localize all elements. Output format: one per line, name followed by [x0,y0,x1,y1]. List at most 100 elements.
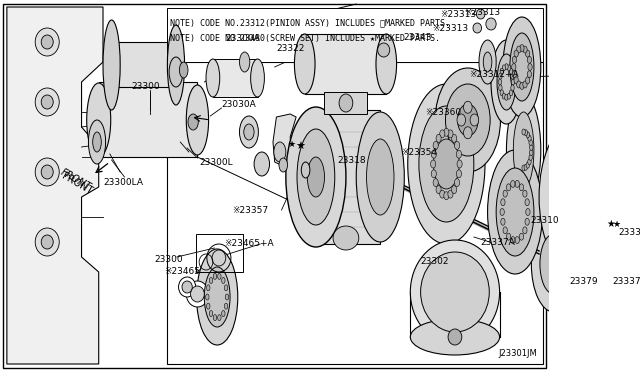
Text: ※23357: ※23357 [232,205,268,215]
Bar [99,82,197,157]
Ellipse shape [41,235,53,249]
Ellipse shape [500,68,504,74]
Ellipse shape [488,150,543,274]
Ellipse shape [286,107,346,247]
Ellipse shape [502,65,506,71]
Ellipse shape [519,184,524,191]
Ellipse shape [470,114,479,126]
Ellipse shape [525,218,529,225]
Ellipse shape [528,135,531,141]
Ellipse shape [463,101,472,113]
Ellipse shape [551,145,599,249]
Ellipse shape [169,57,183,87]
Ellipse shape [502,93,506,99]
Ellipse shape [498,79,502,85]
Text: ★: ★ [607,219,616,229]
Ellipse shape [526,162,529,168]
Ellipse shape [431,170,436,178]
Ellipse shape [454,141,460,150]
Ellipse shape [213,315,217,321]
Text: 23300: 23300 [154,256,182,264]
Ellipse shape [378,43,390,57]
Ellipse shape [523,46,527,53]
Ellipse shape [510,33,534,101]
Text: J23301JM: J23301JM [499,350,538,359]
Ellipse shape [452,134,457,142]
Text: FRONT: FRONT [59,167,92,193]
Ellipse shape [279,158,287,172]
Ellipse shape [575,238,580,246]
Ellipse shape [500,218,505,225]
Ellipse shape [41,35,53,49]
Ellipse shape [503,190,508,197]
Ellipse shape [497,54,516,110]
Ellipse shape [528,64,532,71]
Ellipse shape [516,81,521,88]
Bar [213,59,257,97]
Ellipse shape [596,238,600,246]
Ellipse shape [410,319,500,355]
Ellipse shape [506,184,511,191]
Ellipse shape [186,85,209,155]
Text: ※23313: ※23313 [440,10,476,19]
Ellipse shape [440,190,445,198]
Ellipse shape [339,94,353,112]
Ellipse shape [420,252,490,332]
Bar [111,42,176,87]
Ellipse shape [376,34,397,94]
Ellipse shape [254,152,269,176]
Text: ★: ★ [296,142,305,152]
Ellipse shape [503,227,508,234]
Ellipse shape [225,303,228,309]
Ellipse shape [93,132,101,152]
Ellipse shape [206,59,220,97]
Text: 23302: 23302 [420,257,449,266]
Ellipse shape [524,130,527,136]
Text: ※23313: ※23313 [465,7,500,16]
Ellipse shape [433,141,438,150]
Ellipse shape [35,228,60,256]
Ellipse shape [457,114,465,126]
Ellipse shape [410,240,500,344]
Ellipse shape [578,192,584,202]
Ellipse shape [508,65,511,71]
Text: 23300LA: 23300LA [104,177,143,186]
Ellipse shape [499,85,502,91]
Ellipse shape [191,286,204,302]
Ellipse shape [600,260,605,267]
Ellipse shape [511,85,514,91]
Ellipse shape [41,95,53,109]
Ellipse shape [182,281,192,293]
Ellipse shape [523,81,527,88]
Ellipse shape [463,127,472,139]
Ellipse shape [509,68,513,74]
Ellipse shape [218,273,221,279]
Text: ※23360: ※23360 [425,108,461,116]
Text: ※23354: ※23354 [401,148,437,157]
Text: 23379: 23379 [570,278,598,286]
Ellipse shape [251,59,264,97]
Ellipse shape [580,232,584,238]
Ellipse shape [168,25,184,105]
Ellipse shape [557,196,619,332]
Ellipse shape [572,248,580,258]
Ellipse shape [520,83,524,89]
Ellipse shape [436,186,441,194]
Text: 23300L: 23300L [199,157,233,167]
Bar [166,62,543,364]
Ellipse shape [511,237,515,244]
Ellipse shape [513,112,534,188]
Ellipse shape [522,129,525,135]
Ellipse shape [524,164,527,170]
Ellipse shape [212,250,226,266]
Text: 23310: 23310 [531,215,559,224]
Ellipse shape [505,64,508,70]
Ellipse shape [483,52,492,72]
Ellipse shape [531,216,576,312]
Ellipse shape [529,140,532,145]
Ellipse shape [566,192,573,202]
Ellipse shape [186,281,209,307]
Ellipse shape [476,9,485,19]
Ellipse shape [103,20,120,110]
Ellipse shape [591,232,596,238]
